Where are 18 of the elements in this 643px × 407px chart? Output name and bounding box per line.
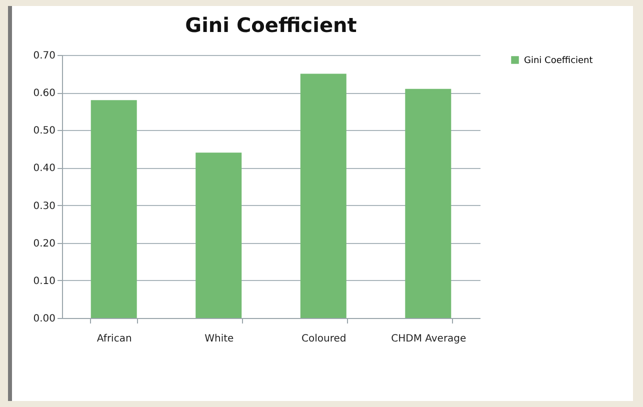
- x-tick-label: CHDM Average: [391, 334, 466, 344]
- bar: [90, 100, 137, 318]
- y-tick-label: 0.50: [33, 126, 56, 137]
- y-tick-label: 0.60: [33, 88, 56, 100]
- y-tick-label: 0.30: [33, 200, 56, 212]
- bar: [405, 88, 452, 318]
- bar: [196, 152, 242, 318]
- y-tick-label: 0.40: [33, 163, 56, 174]
- y-tick-label: 0.10: [33, 276, 56, 287]
- legend-label: Gini Coefficient: [524, 56, 594, 66]
- x-tick-label: White: [204, 334, 234, 344]
- bar: [300, 74, 346, 318]
- y-tick-label: 0.00: [33, 314, 56, 324]
- x-tick-label: African: [96, 334, 132, 344]
- y-tick-label: 0.20: [33, 238, 56, 250]
- chart-title: Gini Coefficient: [185, 13, 358, 37]
- x-tick-label: Coloured: [302, 334, 346, 344]
- y-tick-label: 0.70: [33, 50, 56, 62]
